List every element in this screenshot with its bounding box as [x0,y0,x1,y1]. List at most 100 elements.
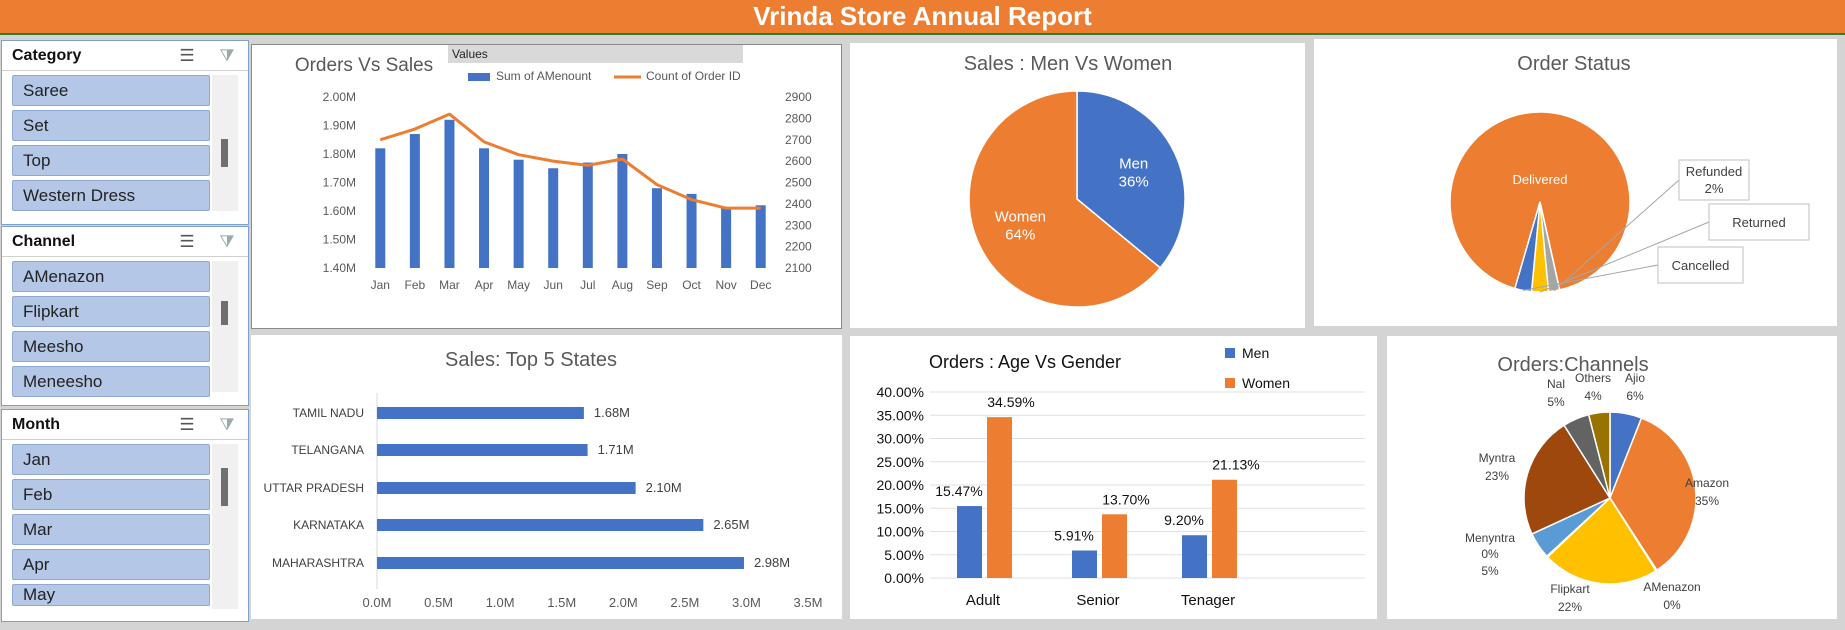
bar [444,119,455,268]
data-label: 9.20% [1164,512,1204,528]
x-tick-label: Sep [646,278,668,292]
bar [957,506,982,578]
series-line [379,112,761,210]
data-label: 23% [1485,469,1509,483]
x-tick-label: 1.0M [486,595,515,610]
callout-box [1708,203,1810,241]
age-vs-gender-chart: Orders : Age Vs Gender Men Women 0.00% 5.00%… [850,336,1377,619]
pie-slice [1587,411,1611,499]
slicer-item[interactable]: Apr [12,549,210,580]
scrollbar-thumb[interactable] [221,301,228,325]
orders-vs-sales-svg: Orders Vs Sales Values Sum of AMenount Coun… [295,45,812,292]
slicer-item[interactable]: Meesho [12,331,210,362]
data-label: 4% [1584,389,1602,403]
pie-slice [1609,417,1697,572]
data-label: 2.10M [646,480,682,495]
data-label: 5% [1547,395,1565,409]
pie-slice [1076,90,1186,269]
bar [377,519,704,531]
category-slicer-header: Category ☰ ⧩ [2,41,248,71]
y-right-tick-label: 2100 [785,261,812,275]
data-label: Refunded [1686,164,1742,179]
callout-box [1657,246,1744,284]
pie-slice [968,90,1162,308]
slicer-item[interactable]: Flipkart [12,296,210,327]
legend-header-bg [448,45,743,63]
x-tick-label: 2.5M [670,595,699,610]
bar [375,148,386,268]
data-label: Others [1575,371,1611,385]
data-label: 2.98M [754,555,790,570]
pie-slice [1449,111,1631,291]
legend-swatch [468,73,490,81]
orders-vs-sales-chart: Orders Vs Sales Values Sum of AMenount Coun… [251,44,842,329]
multi-select-icon[interactable]: ☰ [179,45,195,65]
scrollbar-thumb[interactable] [221,468,228,506]
data-label: 0% [1663,598,1681,612]
y-tick-label: 25.00% [877,454,924,470]
x-tick-label: 0.0M [363,595,392,610]
y-left-tick-label: 1.50M [323,233,356,247]
bar [582,162,593,268]
clear-filter-icon[interactable]: ⧩ [219,45,235,65]
data-label: 34.59% [987,394,1034,410]
y-left-tick-label: 1.70M [323,176,356,190]
clear-filter-icon[interactable]: ⧩ [219,231,235,251]
order-status-svg: Order Status Delivered Refunded 2% Returned C… [1449,53,1810,293]
month-slicer-scrollbar[interactable] [212,444,238,609]
legend-label: Count of Order ID [646,69,741,83]
data-label: Returned [1732,215,1785,230]
month-slicer-header: Month ☰ ⧩ [2,410,248,440]
data-label: Myntra [1479,451,1516,465]
data-label: 22% [1558,600,1582,614]
slicer-item[interactable]: Top [12,145,210,176]
slicer-item[interactable]: Feb [12,479,210,510]
y-left-tick-label: 1.90M [323,119,356,133]
scrollbar-thumb[interactable] [221,139,228,167]
x-tick-label: Adult [966,592,1001,609]
data-label: 35% [1695,494,1719,508]
bar [651,188,662,268]
slicer-item[interactable]: Mar [12,514,210,545]
bar [479,148,490,268]
x-tick-label: 3.0M [732,595,761,610]
month-slicer-title: Month [12,415,60,433]
channel-slicer-items: AMenazon Flipkart Meesho Meneesho [2,257,248,397]
y-tick-label: UTTAR PRADESH [264,481,364,495]
slicer-item[interactable]: Saree [12,75,210,106]
legend-header: Values [452,47,488,61]
multi-select-icon[interactable]: ☰ [179,231,195,251]
y-right-tick-label: 2800 [785,111,812,125]
data-label: 1.71M [598,442,634,457]
sales-men-vs-women-chart: Sales : Men Vs Women Men 36% Women 64% [850,43,1305,328]
y-left-tick-label: 1.80M [323,147,356,161]
channel-slicer-scrollbar[interactable] [212,261,238,392]
y-tick-label: 10.00% [877,524,924,540]
pie-slice [1523,424,1612,535]
slicer-item[interactable]: Meneesho [12,366,210,397]
y-tick-label: TAMIL NADU [293,406,364,420]
y-right-tick-label: 2400 [785,197,812,211]
report-title: Vrinda Store Annual Report [753,1,1092,31]
slicer-item[interactable]: AMenazon [12,261,210,292]
multi-select-icon[interactable]: ☰ [179,414,195,434]
y-tick-label: 35.00% [877,407,924,423]
slicer-item[interactable]: Set [12,110,210,141]
data-label: AMenazon [1643,580,1700,594]
x-tick-label: Apr [475,278,494,292]
y-right-tick-label: 2200 [785,240,812,254]
category-slicer-title: Category [12,46,82,64]
y-right-tick-label: 2300 [785,218,812,232]
data-label: 0% [1481,547,1499,561]
clear-filter-icon[interactable]: ⧩ [219,414,235,434]
slicer-item[interactable]: Jan [12,444,210,475]
slicer-item[interactable]: Western Dress [12,180,210,211]
slicer-item[interactable]: May [12,584,210,606]
bar [377,444,588,456]
x-tick-label: 1.5M [547,595,576,610]
y-tick-label: 40.00% [877,384,924,400]
category-slicer-scrollbar[interactable] [212,75,238,211]
y-tick-label: KARNATAKA [293,518,364,532]
